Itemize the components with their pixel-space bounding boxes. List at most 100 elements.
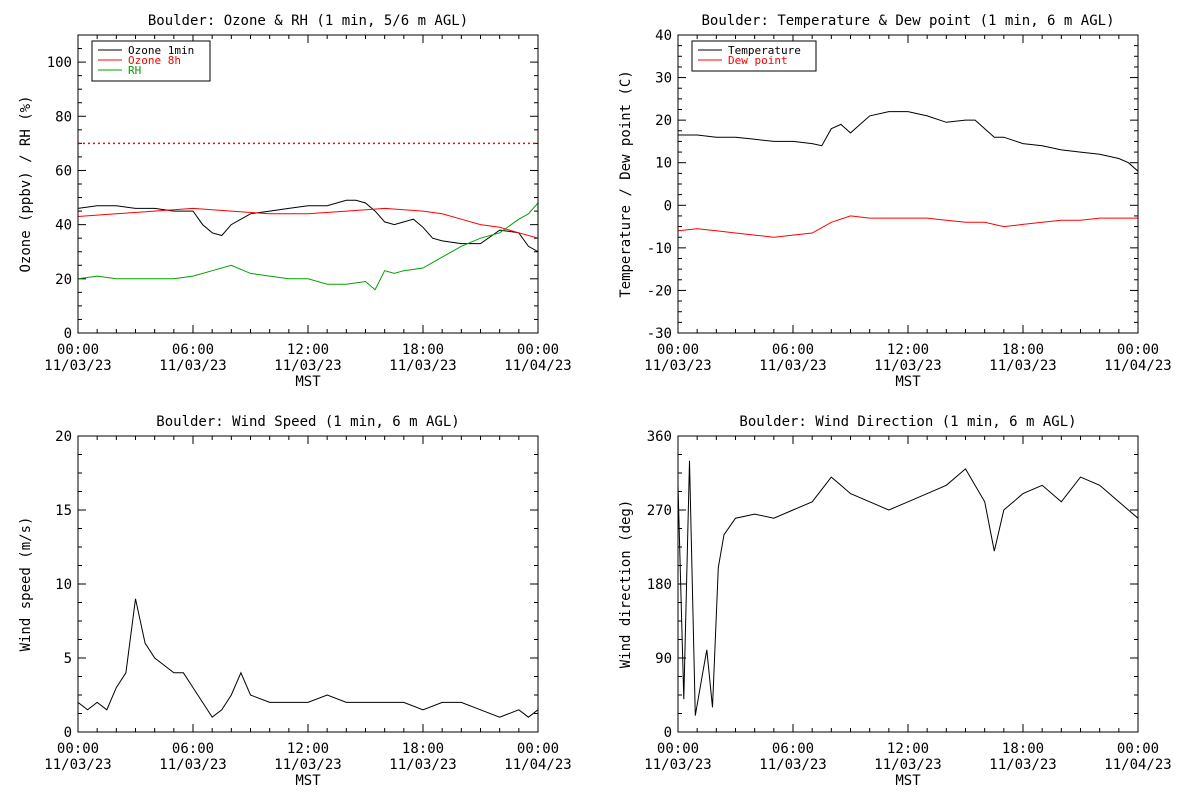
chart-title: Boulder: Wind Speed (1 min, 6 m AGL) [156, 414, 459, 430]
x-tick-label-date: 11/04/23 [504, 757, 571, 773]
series-line-rh [78, 202, 538, 291]
x-axis-label: MST [295, 374, 321, 390]
x-tick-label-date: 11/03/23 [44, 757, 111, 773]
legend-label: Temperature [728, 44, 801, 57]
y-tick-label: 0 [64, 326, 72, 342]
x-tick-label-date: 11/03/23 [874, 757, 941, 773]
data-area [78, 199, 538, 291]
y-tick-label: 100 [47, 55, 72, 71]
legend-label: Ozone 8h [128, 54, 181, 67]
series-line-series [78, 598, 538, 718]
data-area [78, 598, 538, 718]
legend-label: Dew point [728, 54, 788, 67]
x-tick-label-time: 00:00 [657, 741, 699, 757]
x-tick-label-date: 11/03/23 [759, 757, 826, 773]
x-tick-label-time: 06:00 [772, 342, 814, 358]
data-area [678, 111, 1138, 238]
x-tick-label-date: 11/03/23 [44, 358, 111, 374]
series-line-ozone-8h [78, 207, 538, 239]
x-tick-label-time: 06:00 [772, 741, 814, 757]
x-tick-label-date: 11/04/23 [1104, 757, 1171, 773]
y-tick-label: 80 [55, 109, 72, 125]
x-tick-label-time: 00:00 [57, 342, 99, 358]
x-tick-label-date: 11/03/23 [389, 757, 456, 773]
x-tick-label-time: 00:00 [517, 342, 559, 358]
y-tick-label: 0 [664, 725, 672, 741]
chart-4: Boulder: Wind Direction (1 min, 6 m AGL)… [618, 414, 1172, 789]
x-tick-label-time: 18:00 [402, 741, 444, 757]
plot-frame [677, 34, 1139, 334]
x-tick-label-time: 18:00 [1002, 741, 1044, 757]
x-tick-label-time: 00:00 [657, 342, 699, 358]
y-tick-label: 90 [655, 651, 672, 667]
y-axis-label: Wind speed (m/s) [18, 517, 34, 652]
x-tick-label-time: 18:00 [1002, 342, 1044, 358]
y-axis-label: Wind direction (deg) [618, 500, 634, 669]
y-tick-label: 5 [64, 651, 72, 667]
y-tick-label: 360 [647, 429, 672, 445]
x-tick-label-date: 11/03/23 [644, 757, 711, 773]
y-tick-label: 20 [55, 429, 72, 445]
series-line-ozone-1min [78, 199, 538, 253]
y-tick-label: 10 [655, 156, 672, 172]
x-tick-label-time: 00:00 [517, 741, 559, 757]
y-axis-label: Ozone (ppbv) / RH (%) [18, 95, 34, 272]
series-line-series [678, 460, 1138, 716]
y-tick-label: 0 [664, 198, 672, 214]
y-tick-label: 40 [655, 28, 672, 44]
x-tick-label-time: 12:00 [287, 741, 329, 757]
x-tick-label-date: 11/03/23 [989, 358, 1056, 374]
x-tick-label-date: 11/04/23 [504, 358, 571, 374]
x-tick-label-date: 11/03/23 [989, 757, 1056, 773]
x-axis-label: MST [895, 374, 921, 390]
x-tick-label-time: 00:00 [57, 741, 99, 757]
y-axis-label: Temperature / Dew point (C) [618, 70, 634, 298]
x-axis-label: MST [895, 773, 921, 789]
y-tick-label: 15 [55, 503, 72, 519]
x-tick-label-time: 12:00 [887, 741, 929, 757]
plot-frame [77, 34, 539, 334]
chart-3: Boulder: Wind Speed (1 min, 6 m AGL) Wind… [18, 414, 572, 789]
x-tick-label-time: 00:00 [1117, 741, 1159, 757]
x-tick-label-date: 11/03/23 [159, 757, 226, 773]
y-tick-label: 180 [647, 577, 672, 593]
data-area [678, 460, 1138, 716]
plot-frame [77, 435, 539, 733]
legend-label: RH [128, 64, 141, 77]
y-tick-label: 0 [64, 725, 72, 741]
y-tick-label: 20 [655, 113, 672, 129]
x-tick-label-date: 11/03/23 [274, 358, 341, 374]
x-tick-label-time: 06:00 [172, 741, 214, 757]
series-line-dew-point [678, 215, 1138, 238]
x-tick-label-date: 11/04/23 [1104, 358, 1171, 374]
x-tick-label-date: 11/03/23 [274, 757, 341, 773]
series-line-temperature [678, 111, 1138, 172]
plot-frame [677, 435, 1139, 733]
y-tick-label: 30 [655, 71, 672, 87]
y-tick-label: 10 [55, 577, 72, 593]
x-tick-label-time: 18:00 [402, 342, 444, 358]
x-tick-label-time: 06:00 [172, 342, 214, 358]
y-tick-label: 60 [55, 163, 72, 179]
chart-1: Boulder: Ozone & RH (1 min, 5/6 m AGL) Oz… [18, 13, 572, 390]
x-tick-label-date: 11/03/23 [874, 358, 941, 374]
x-tick-label-time: 12:00 [287, 342, 329, 358]
y-tick-label: 270 [647, 503, 672, 519]
chart-2: Boulder: Temperature & Dew point (1 min,… [618, 13, 1172, 390]
x-tick-label-time: 12:00 [887, 342, 929, 358]
y-tick-label: 40 [55, 218, 72, 234]
y-tick-label: 20 [55, 272, 72, 288]
chart-title: Boulder: Ozone & RH (1 min, 5/6 m AGL) [148, 13, 468, 29]
x-tick-label-date: 11/03/23 [644, 358, 711, 374]
legend-label: Ozone 1min [128, 44, 194, 57]
chart-title: Boulder: Wind Direction (1 min, 6 m AGL) [739, 414, 1076, 430]
x-tick-label-date: 11/03/23 [389, 358, 456, 374]
y-tick-label: -10 [647, 241, 672, 257]
x-tick-label-date: 11/03/23 [159, 358, 226, 374]
legend-box [691, 40, 817, 72]
x-axis-label: MST [295, 773, 321, 789]
chart-title: Boulder: Temperature & Dew point (1 min,… [701, 13, 1114, 29]
x-tick-label-time: 00:00 [1117, 342, 1159, 358]
legend-box [91, 40, 211, 82]
